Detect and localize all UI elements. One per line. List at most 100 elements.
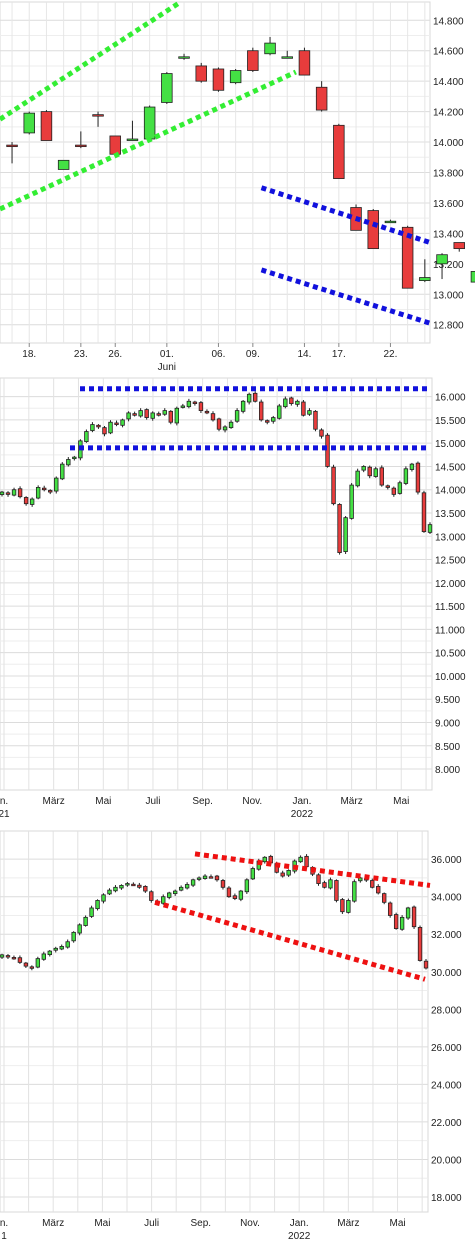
- candle-body: [196, 877, 202, 880]
- candle-body: [184, 884, 190, 889]
- candle-body: [325, 434, 330, 467]
- candle-body: [346, 900, 351, 913]
- candle-body: [119, 885, 124, 889]
- candle-body: [367, 210, 379, 250]
- x-tick-label: Mai: [94, 1218, 110, 1229]
- candle-body: [178, 886, 184, 891]
- y-tick-label: 28.000: [431, 1005, 462, 1016]
- candle-body: [333, 124, 345, 179]
- x-tick-label: 09.: [246, 349, 260, 360]
- candle-body: [370, 880, 375, 888]
- y-tick-label: 13.600: [433, 199, 464, 210]
- candle-body: [340, 899, 345, 913]
- candle-body: [281, 56, 293, 59]
- candle-body: [162, 410, 167, 415]
- candle-body: [238, 890, 244, 900]
- candle-body: [355, 470, 360, 487]
- candlestick-chart-2: 8.000 8.500 9.000 9.500 10.000 10.500 11.000 11…: [0, 377, 466, 820]
- candle-body: [178, 56, 190, 59]
- trendline: [0, 69, 297, 212]
- candle-body: [246, 393, 252, 403]
- y-tick-label: 12.000: [435, 579, 466, 590]
- candle-body: [174, 407, 180, 424]
- candle-body: [361, 466, 366, 471]
- candle-body: [307, 410, 312, 415]
- plot-area: [0, 377, 433, 791]
- candle-body: [101, 894, 106, 902]
- candle-body: [349, 484, 354, 519]
- candle-body: [436, 254, 448, 265]
- y-tick-label: 15.000: [435, 439, 466, 450]
- candle-body: [23, 112, 35, 134]
- candle-body: [373, 468, 378, 477]
- x-sub-label: 2022: [288, 1231, 311, 1242]
- candle-body: [92, 114, 104, 117]
- y-tick-label: 22.000: [431, 1118, 462, 1129]
- y-tick-label: 11.500: [435, 602, 465, 613]
- x-tick-label: Sep.: [192, 796, 213, 807]
- x-tick-label: März: [43, 796, 65, 807]
- candle-body: [53, 947, 58, 951]
- candle-body: [322, 882, 327, 888]
- candle-body: [114, 422, 119, 425]
- candle-body: [358, 877, 363, 882]
- candle-body: [29, 498, 35, 505]
- candle-body: [120, 419, 125, 426]
- x-sub-label: 1: [1, 1231, 7, 1242]
- y-tick-label: 14.000: [435, 486, 466, 497]
- candle-body: [54, 477, 59, 492]
- y-tick-label: 10.000: [435, 672, 466, 683]
- candle-body: [29, 966, 35, 969]
- candle-body: [208, 876, 214, 879]
- candle-body: [0, 954, 5, 958]
- candle-body: [126, 138, 139, 141]
- candle-body: [75, 144, 87, 148]
- candle-body: [6, 144, 18, 148]
- candle-body: [415, 462, 421, 493]
- candle-body: [210, 413, 216, 421]
- candle-body: [405, 907, 411, 919]
- candle-body: [192, 401, 198, 405]
- candle-body: [108, 421, 113, 434]
- y-tick-label: 13.500: [435, 509, 466, 520]
- candle-body: [195, 65, 207, 82]
- candle-body: [385, 485, 391, 488]
- x-tick-label: 22.: [383, 349, 397, 360]
- y-tick-label: 34.000: [431, 893, 462, 904]
- candle-body: [212, 68, 225, 91]
- x-tick-label: Juli: [145, 796, 160, 807]
- candle-body: [89, 907, 94, 917]
- candle-body: [234, 410, 240, 422]
- candle-body: [301, 401, 306, 416]
- y-tick-label: 11.000: [435, 625, 465, 636]
- candle-body: [95, 900, 100, 910]
- candle-body: [84, 431, 89, 442]
- candle-body: [137, 884, 142, 888]
- candle-body: [352, 881, 357, 902]
- candle-body: [60, 463, 65, 480]
- candle-body: [277, 405, 282, 419]
- candle-body: [280, 872, 285, 877]
- candle-body: [5, 492, 11, 495]
- y-tick-label: 8.500: [435, 742, 460, 753]
- candle-body: [126, 412, 131, 420]
- candle-body: [220, 880, 226, 888]
- candle-body: [172, 890, 178, 895]
- candle-body: [72, 456, 77, 460]
- candle-body: [107, 889, 112, 895]
- candle-body: [331, 466, 336, 505]
- candle-body: [343, 517, 348, 552]
- candle-body: [250, 868, 256, 880]
- candle-body: [295, 400, 300, 405]
- candle-body: [382, 893, 387, 903]
- candle-body: [401, 226, 414, 289]
- y-tick-label: 15.500: [435, 416, 466, 427]
- y-tick-label: 36.000: [431, 855, 462, 866]
- x-tick-label: 17.: [332, 349, 346, 360]
- candle-body: [409, 463, 415, 470]
- y-tick-label: 16.000: [435, 393, 466, 404]
- candle-body: [138, 410, 143, 417]
- x-sub-label: 2022: [291, 809, 314, 820]
- y-tick-label: 13.400: [433, 229, 464, 240]
- candle-body: [252, 392, 258, 402]
